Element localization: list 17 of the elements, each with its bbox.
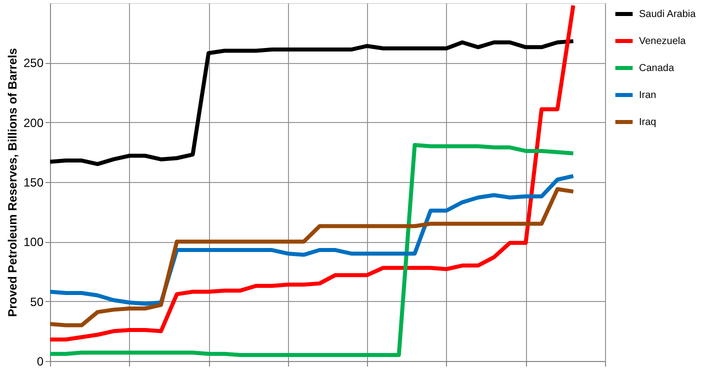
line-series [50,174,576,306]
line-series [50,3,576,342]
legend-label: Iran [639,90,656,101]
y-tick-label: 150 [23,176,44,190]
y-tick-label: 250 [23,56,44,70]
line-series [50,39,576,166]
y-tick-label: 200 [23,116,44,130]
line-series [50,187,576,328]
legend-label: Canada [639,63,674,74]
y-tick-label: 50 [30,294,44,309]
line-series [50,143,576,358]
legend-label: Venezuela [639,36,686,47]
y-tick-label: 100 [23,235,44,250]
y-tick-label: 0 [36,354,44,368]
legend-label: Iraq [639,117,656,128]
legend-label: Saudi Arabia [639,9,696,20]
y-axis-title: Proved Petroleum Reserves, Billions of Barrels [5,48,20,317]
